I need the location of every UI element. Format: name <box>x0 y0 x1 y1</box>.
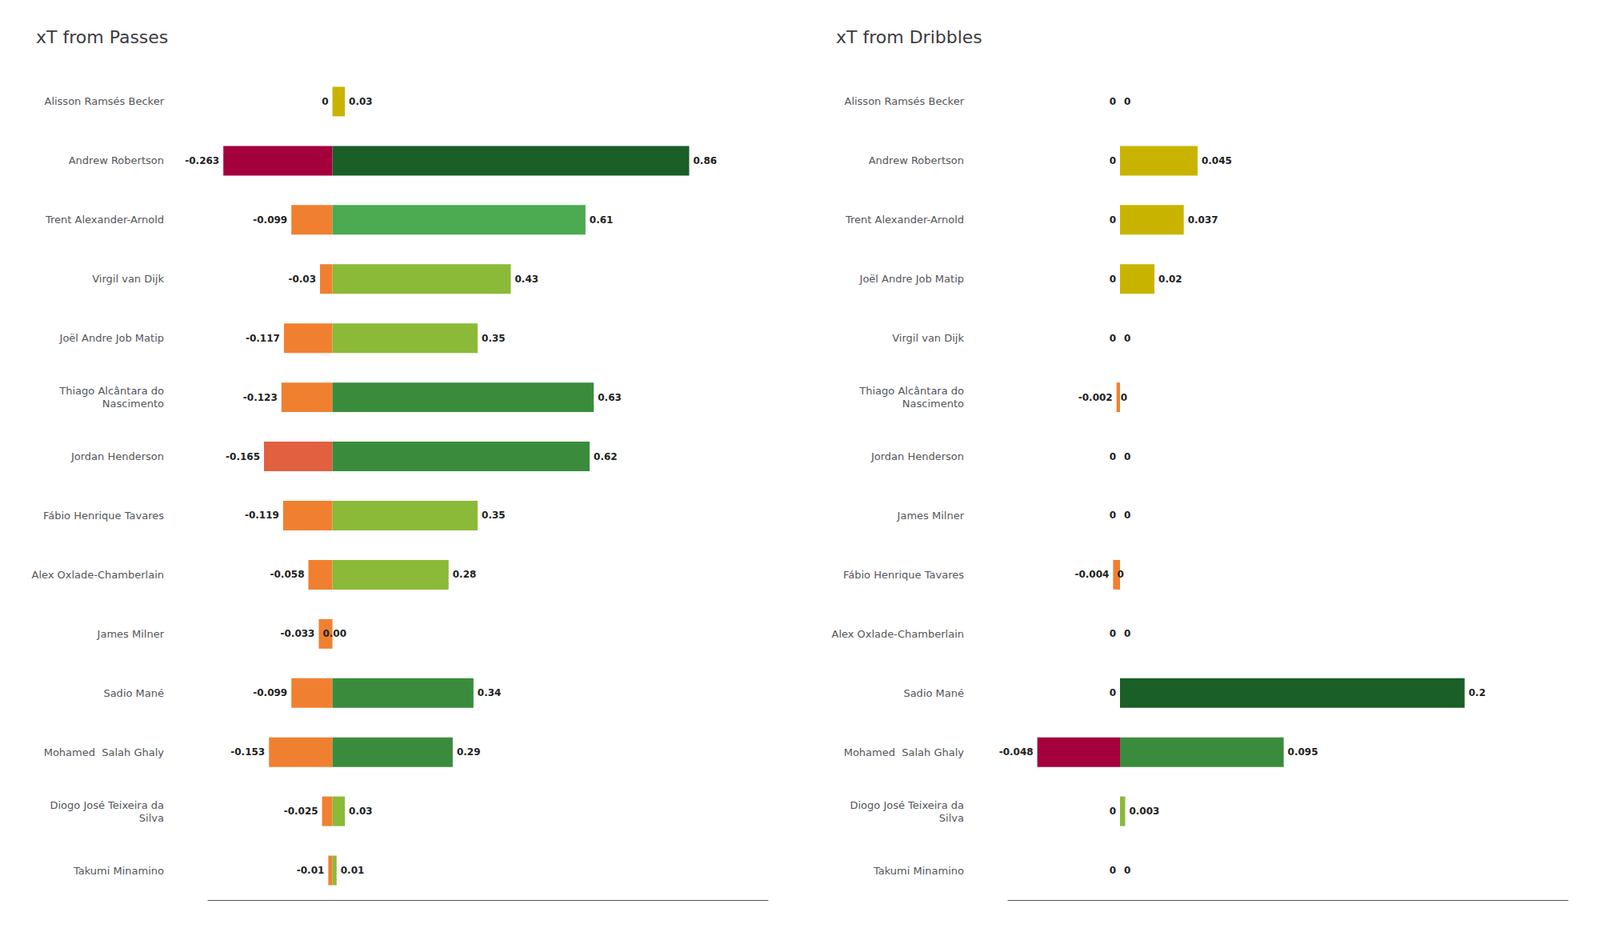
svg-text:Virgil van Dijk: Virgil van Dijk <box>92 272 164 285</box>
svg-text:0.35: 0.35 <box>481 509 506 521</box>
svg-text:0.03: 0.03 <box>348 805 373 817</box>
svg-text:0.62: 0.62 <box>593 451 618 463</box>
svg-text:Trent Alexander-Arnold: Trent Alexander-Arnold <box>44 213 164 226</box>
svg-text:Sadio Mané: Sadio Mané <box>103 687 164 700</box>
svg-text:Diogo José Teixeira da: Diogo José Teixeira da <box>849 799 964 812</box>
svg-text:-0.004: -0.004 <box>1074 568 1109 580</box>
svg-text:-0.025: -0.025 <box>284 805 319 817</box>
svg-text:Andrew Robertson: Andrew Robertson <box>868 154 964 167</box>
svg-text:xT from Dribbles: xT from Dribbles <box>836 27 983 48</box>
svg-text:-0.099: -0.099 <box>252 687 288 699</box>
svg-text:-0.263: -0.263 <box>184 155 220 167</box>
svg-text:Alex Oxlade-Chamberlain: Alex Oxlade-Chamberlain <box>31 568 164 581</box>
svg-text:0.63: 0.63 <box>597 392 622 404</box>
svg-text:-0.002: -0.002 <box>1078 392 1113 404</box>
svg-text:-0.153: -0.153 <box>230 746 265 758</box>
svg-text:0: 0 <box>1120 392 1128 404</box>
svg-text:0.61: 0.61 <box>589 214 614 226</box>
svg-text:0.35: 0.35 <box>481 332 506 344</box>
svg-text:-0.119: -0.119 <box>244 509 280 521</box>
svg-text:Joël Andre Job Matip: Joël Andre Job Matip <box>59 332 164 344</box>
svg-text:0: 0 <box>1124 628 1131 640</box>
svg-text:0: 0 <box>1109 509 1116 521</box>
svg-text:Thiago Alcântara do: Thiago Alcântara do <box>58 384 164 397</box>
svg-text:0.34: 0.34 <box>477 687 502 699</box>
svg-text:-0.033: -0.033 <box>280 628 316 640</box>
svg-text:0.01: 0.01 <box>340 864 365 876</box>
svg-text:0: 0 <box>1109 451 1116 463</box>
svg-text:Thiago Alcântara do: Thiago Alcântara do <box>858 384 964 397</box>
svg-text:0: 0 <box>1109 687 1116 699</box>
svg-text:0.86: 0.86 <box>692 155 717 167</box>
svg-text:Jordan Henderson: Jordan Henderson <box>870 450 964 463</box>
svg-text:Joël Andre Job Matip: Joël Andre Job Matip <box>859 272 964 285</box>
svg-text:0: 0 <box>1109 805 1116 817</box>
svg-text:0: 0 <box>1109 214 1116 226</box>
svg-text:-0.058: -0.058 <box>270 568 305 580</box>
svg-text:-0.099: -0.099 <box>252 214 288 226</box>
svg-text:0.2: 0.2 <box>1468 687 1486 699</box>
svg-text:James Milner: James Milner <box>896 509 965 522</box>
svg-text:-0.165: -0.165 <box>225 451 260 463</box>
svg-text:0: 0 <box>1124 451 1131 463</box>
svg-text:-0.01: -0.01 <box>296 864 325 876</box>
svg-text:Alex Oxlade-Chamberlain: Alex Oxlade-Chamberlain <box>831 628 964 640</box>
svg-text:Mohamed Salah Ghaly: Mohamed Salah Ghaly <box>844 746 965 759</box>
svg-text:Trent Alexander-Arnold: Trent Alexander-Arnold <box>844 213 964 226</box>
svg-text:0.095: 0.095 <box>1288 746 1319 758</box>
svg-text:0: 0 <box>1109 96 1116 108</box>
svg-text:0: 0 <box>1109 864 1116 876</box>
svg-text:Sadio Mané: Sadio Mané <box>903 687 964 700</box>
svg-text:James Milner: James Milner <box>96 628 165 640</box>
svg-text:Jordan Henderson: Jordan Henderson <box>70 450 164 463</box>
svg-text:0.037: 0.037 <box>1188 214 1219 226</box>
svg-text:Diogo José Teixeira da: Diogo José Teixeira da <box>49 799 164 812</box>
svg-text:-0.123: -0.123 <box>243 392 278 404</box>
svg-text:0.28: 0.28 <box>452 568 477 580</box>
svg-text:0.03: 0.03 <box>348 96 373 108</box>
svg-text:0: 0 <box>1124 332 1131 344</box>
svg-text:0: 0 <box>321 96 328 108</box>
svg-text:0.00: 0.00 <box>322 628 347 640</box>
svg-text:Mohamed Salah Ghaly: Mohamed Salah Ghaly <box>44 746 165 759</box>
svg-text:0: 0 <box>1109 332 1116 344</box>
svg-text:0: 0 <box>1116 568 1124 580</box>
svg-text:0.29: 0.29 <box>456 746 481 758</box>
svg-text:Takumi Minamino: Takumi Minamino <box>72 864 164 877</box>
svg-text:Alisson Ramsés Becker: Alisson Ramsés Becker <box>44 95 164 108</box>
svg-text:0: 0 <box>1109 628 1116 640</box>
svg-text:0: 0 <box>1124 96 1131 108</box>
svg-text:-0.03: -0.03 <box>288 273 316 285</box>
svg-text:Takumi Minamino: Takumi Minamino <box>872 864 964 877</box>
svg-text:0.003: 0.003 <box>1128 805 1160 817</box>
svg-text:Nascimento: Nascimento <box>102 397 164 410</box>
svg-text:xT from Passes: xT from Passes <box>36 27 168 48</box>
svg-text:Silva: Silva <box>139 812 164 824</box>
svg-text:Nascimento: Nascimento <box>902 397 964 410</box>
svg-text:0: 0 <box>1109 273 1116 285</box>
svg-text:0: 0 <box>1109 155 1116 167</box>
svg-text:0: 0 <box>1124 509 1131 521</box>
svg-text:Alisson Ramsés Becker: Alisson Ramsés Becker <box>844 95 964 108</box>
svg-text:Andrew Robertson: Andrew Robertson <box>68 154 164 167</box>
svg-text:Fábio Henrique Tavares: Fábio Henrique Tavares <box>843 568 964 581</box>
svg-text:-0.117: -0.117 <box>245 332 280 344</box>
svg-text:-0.048: -0.048 <box>999 746 1034 758</box>
svg-text:0: 0 <box>1124 864 1131 876</box>
svg-text:Virgil van Dijk: Virgil van Dijk <box>892 332 964 344</box>
svg-text:Fábio Henrique Tavares: Fábio Henrique Tavares <box>43 509 164 522</box>
svg-text:0.045: 0.045 <box>1201 155 1232 167</box>
svg-text:0.02: 0.02 <box>1158 273 1183 285</box>
svg-text:0.43: 0.43 <box>515 273 540 285</box>
svg-text:Silva: Silva <box>939 812 964 824</box>
